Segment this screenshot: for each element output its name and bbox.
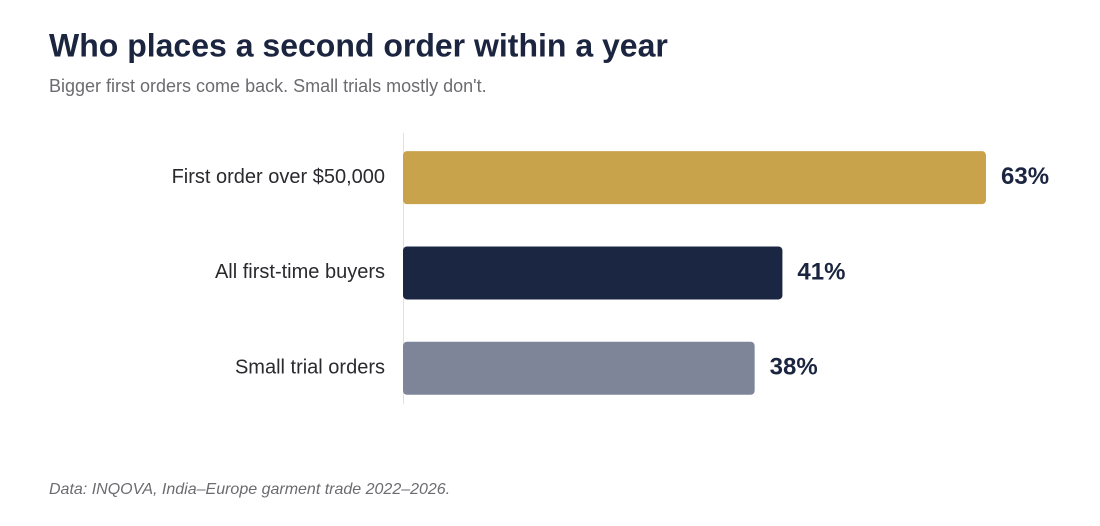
value-label: 63% bbox=[1001, 163, 1049, 190]
value-label: 41% bbox=[797, 258, 845, 285]
bar bbox=[403, 246, 783, 300]
chart-subtitle: Bigger first orders come back. Small tri… bbox=[49, 76, 487, 96]
category-label: Small trial orders bbox=[235, 357, 385, 379]
source-note: Data: INQOVA, India–Europe garment trade… bbox=[49, 481, 450, 498]
bar bbox=[403, 341, 755, 395]
category-label: All first-time buyers bbox=[215, 261, 385, 283]
chart-title: Who places a second order within a year bbox=[49, 27, 668, 63]
bar bbox=[403, 151, 986, 205]
category-label: First order over $50,000 bbox=[172, 166, 385, 188]
value-label: 38% bbox=[770, 354, 818, 381]
